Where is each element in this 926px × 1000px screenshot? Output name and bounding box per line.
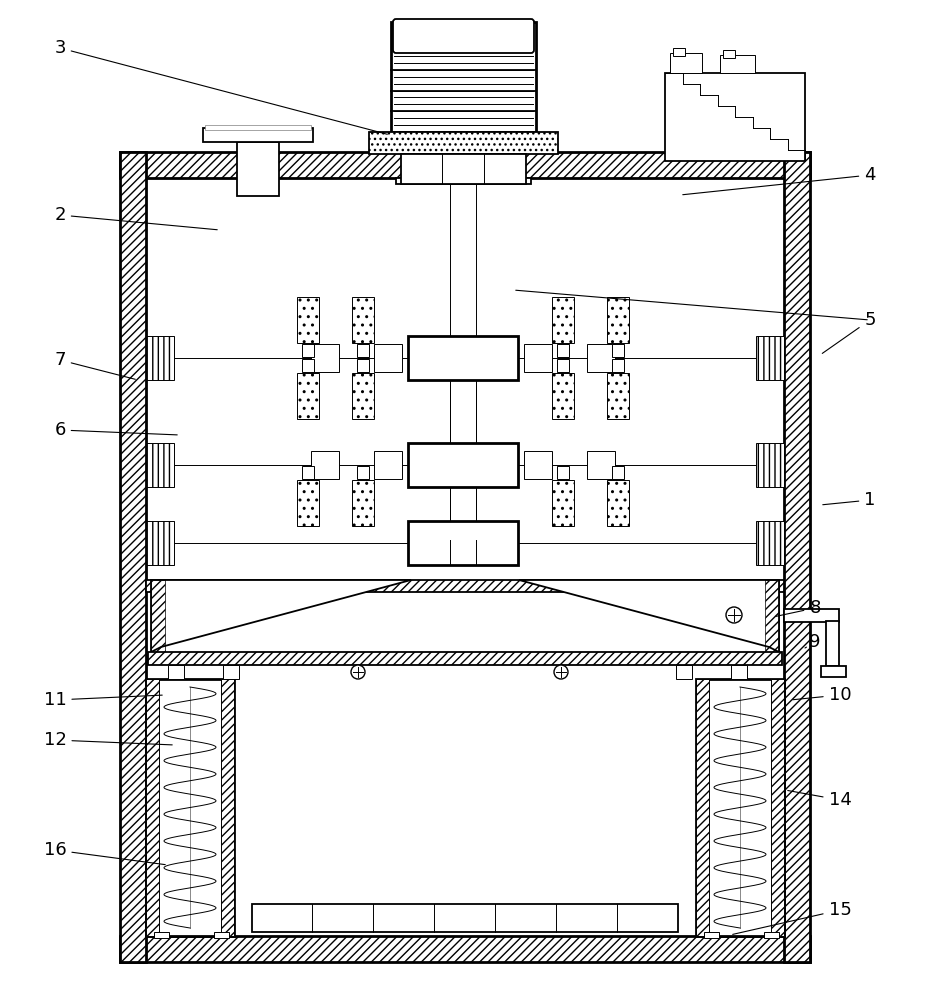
Bar [297,480,319,526]
Bar [302,359,314,372]
Text: 2: 2 [55,206,218,230]
Circle shape [726,607,742,623]
Text: 5: 5 [822,311,876,353]
Text: 8: 8 [776,599,820,617]
Bar [552,297,574,343]
Bar [302,466,314,479]
Bar [731,665,747,679]
Bar [302,344,314,357]
Bar [357,344,369,357]
Bar [676,665,692,679]
Bar [154,932,169,938]
Bar [357,359,369,372]
Text: 4: 4 [682,166,876,195]
Bar [756,443,784,487]
Text: 16: 16 [44,841,165,865]
Bar [120,152,146,962]
Bar [607,480,629,526]
Text: 3: 3 [55,39,387,134]
Bar [612,344,624,357]
Text: 10: 10 [793,686,851,704]
Bar [374,344,402,372]
Text: 9: 9 [805,633,820,651]
Text: 1: 1 [823,491,876,509]
Bar [146,336,174,380]
Bar [764,932,779,938]
Bar [408,521,518,565]
Bar [374,451,402,479]
Bar [720,55,755,73]
Bar [607,373,629,419]
Bar [146,679,159,936]
Bar [723,50,735,58]
Bar [665,73,805,161]
Bar [357,466,369,479]
Bar [369,132,558,154]
Bar [552,480,574,526]
Bar [408,336,518,380]
Bar [297,297,319,343]
Text: 14: 14 [788,790,851,809]
Bar [771,679,784,936]
Bar [205,125,311,130]
Bar [784,152,810,962]
Text: 12: 12 [44,731,172,749]
Bar [696,679,709,936]
Text: 11: 11 [44,691,162,709]
Bar [587,451,615,479]
FancyBboxPatch shape [393,19,534,53]
Bar [146,580,784,592]
Bar [587,344,615,372]
Bar [524,344,552,372]
Bar [120,936,810,962]
Bar [221,679,234,936]
Bar [612,359,624,372]
Bar [784,609,839,622]
Bar [168,665,184,679]
Circle shape [351,665,365,679]
Bar [557,344,569,357]
Bar [826,621,839,666]
Bar [297,373,319,419]
Bar [821,666,846,677]
Circle shape [554,665,568,679]
Bar [557,466,569,479]
Bar [607,297,629,343]
Bar [252,904,678,932]
Text: 7: 7 [55,351,135,379]
Polygon shape [519,580,779,652]
Text: 6: 6 [55,421,177,439]
Bar [401,154,526,184]
Bar [237,142,279,196]
Bar [352,373,374,419]
Bar [696,679,784,936]
Bar [524,451,552,479]
Bar [408,443,518,487]
Bar [214,932,229,938]
Bar [203,128,313,142]
Bar [352,480,374,526]
Bar [311,344,339,372]
Bar [396,178,531,184]
Bar [557,359,569,372]
Bar [146,443,174,487]
Bar [146,679,234,936]
Bar [552,373,574,419]
Polygon shape [151,580,411,652]
Bar [352,297,374,343]
Bar [673,48,685,56]
Bar [612,466,624,479]
Bar [756,521,784,565]
Bar [311,451,339,479]
Bar [148,652,782,665]
Bar [756,336,784,380]
Text: 15: 15 [732,901,851,934]
Bar [223,665,239,679]
Bar [146,521,174,565]
Bar [391,22,536,132]
Bar [120,152,810,178]
Bar [704,932,719,938]
Bar [670,53,702,73]
